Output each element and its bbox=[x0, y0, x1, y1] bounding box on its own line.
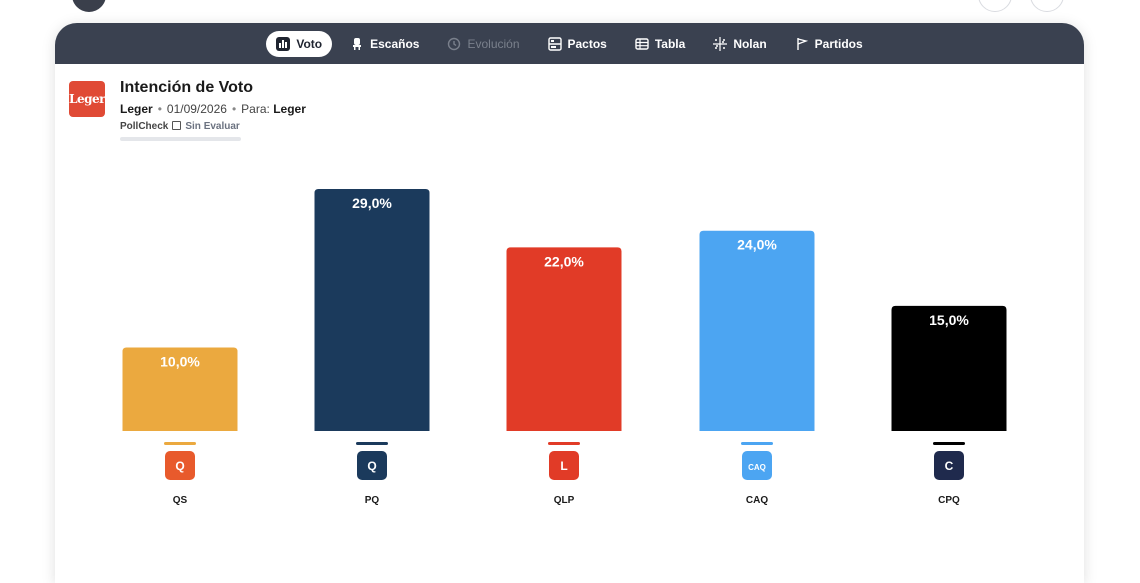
party-logo-icon bbox=[165, 451, 195, 480]
party-logo-icon bbox=[357, 451, 387, 480]
bar[interactable] bbox=[506, 247, 622, 431]
party-color-line bbox=[741, 442, 773, 445]
logo-text: Leger bbox=[69, 92, 105, 106]
party-color-line bbox=[548, 442, 580, 445]
separator-dot: • bbox=[231, 102, 237, 116]
party-logo-glyph: CAQ bbox=[748, 463, 766, 472]
pollcheck-row[interactable]: PollCheck Sin Evaluar bbox=[120, 121, 240, 132]
table-icon bbox=[635, 37, 649, 51]
tab-label: Evolución bbox=[467, 36, 520, 51]
poll-date: 01/09/2026 bbox=[166, 102, 227, 116]
tab-label: Partidos bbox=[814, 36, 863, 51]
category-label: PQ bbox=[365, 495, 380, 506]
party-color-line bbox=[356, 442, 388, 445]
pollcheck-status: Sin Evaluar bbox=[185, 121, 240, 132]
tab-nolan[interactable]: Nolan bbox=[703, 31, 776, 57]
tab-label: Pactos bbox=[567, 36, 607, 51]
top-avatar-button[interactable] bbox=[72, 0, 106, 12]
party-logo-glyph: Q bbox=[175, 459, 184, 473]
bar[interactable] bbox=[699, 230, 815, 431]
history-icon bbox=[447, 37, 461, 51]
tab-evolucion[interactable]: Evolución bbox=[437, 31, 529, 57]
bar[interactable] bbox=[891, 305, 1007, 431]
bar-value-label: 15,0% bbox=[929, 312, 969, 328]
external-link-icon bbox=[172, 121, 182, 130]
bar[interactable] bbox=[122, 347, 238, 431]
flag-icon bbox=[795, 37, 809, 51]
party-logo-glyph: Q bbox=[367, 459, 376, 473]
seat-icon bbox=[350, 37, 364, 51]
bar[interactable] bbox=[314, 189, 430, 431]
tab-label: Nolan bbox=[733, 36, 767, 51]
page-title: Intención de Voto bbox=[120, 79, 254, 96]
para-label: Para: bbox=[241, 102, 270, 116]
party-logo-glyph: L bbox=[560, 459, 567, 473]
poll-card: Voto Escaños Evolución Pactos Tabla Nola… bbox=[55, 23, 1084, 583]
pollcheck-link[interactable]: PollCheck bbox=[120, 121, 169, 132]
para-value: Leger bbox=[273, 102, 306, 116]
category-label: QS bbox=[173, 495, 188, 506]
tab-bar: Voto Escaños Evolución Pactos Tabla Nola… bbox=[55, 23, 1084, 64]
pollcheck-progress bbox=[120, 137, 241, 141]
separator-dot: • bbox=[157, 102, 162, 116]
party-color-line bbox=[933, 442, 965, 445]
pollster-logo: Leger bbox=[69, 81, 105, 117]
poll-meta: Leger • 01/09/2026 • Para: Leger bbox=[120, 102, 306, 116]
bar-value-label: 24,0% bbox=[737, 237, 777, 253]
bar-value-label: 29,0% bbox=[352, 195, 392, 211]
tab-label: Voto bbox=[296, 36, 323, 51]
party-logo-icon bbox=[549, 451, 579, 480]
grid-dots-icon bbox=[713, 36, 728, 51]
party-logo-glyph: C bbox=[945, 459, 954, 473]
pollster-name: Leger bbox=[120, 102, 153, 116]
category-label: QLP bbox=[554, 495, 575, 506]
tab-label: Tabla bbox=[654, 36, 686, 51]
pacts-icon bbox=[547, 36, 562, 51]
tab-escanos[interactable]: Escaños bbox=[340, 31, 429, 57]
party-color-line bbox=[164, 442, 196, 445]
bar-value-label: 22,0% bbox=[544, 253, 584, 269]
tab-tabla[interactable]: Tabla bbox=[625, 31, 695, 57]
vote-bar-chart: 10,0% Q QS 29,0% Q PQ 22,0% L QLP 24,0% CAQ CAQ 15,0… bbox=[122, 189, 1007, 506]
tab-partidos[interactable]: Partidos bbox=[785, 31, 873, 57]
tab-voto[interactable]: Voto bbox=[266, 30, 333, 57]
tab-label: Escaños bbox=[370, 36, 420, 51]
party-logo-icon bbox=[934, 451, 964, 480]
top-right-button-1[interactable] bbox=[978, 0, 1012, 12]
category-label: CPQ bbox=[938, 495, 960, 506]
top-right-button-2[interactable] bbox=[1030, 0, 1064, 12]
category-label: CAQ bbox=[746, 495, 768, 506]
bar-chart-icon bbox=[276, 36, 291, 51]
bar-value-label: 10,0% bbox=[160, 354, 200, 370]
tab-pactos[interactable]: Pactos bbox=[538, 31, 617, 57]
party-logo-icon bbox=[742, 451, 772, 480]
